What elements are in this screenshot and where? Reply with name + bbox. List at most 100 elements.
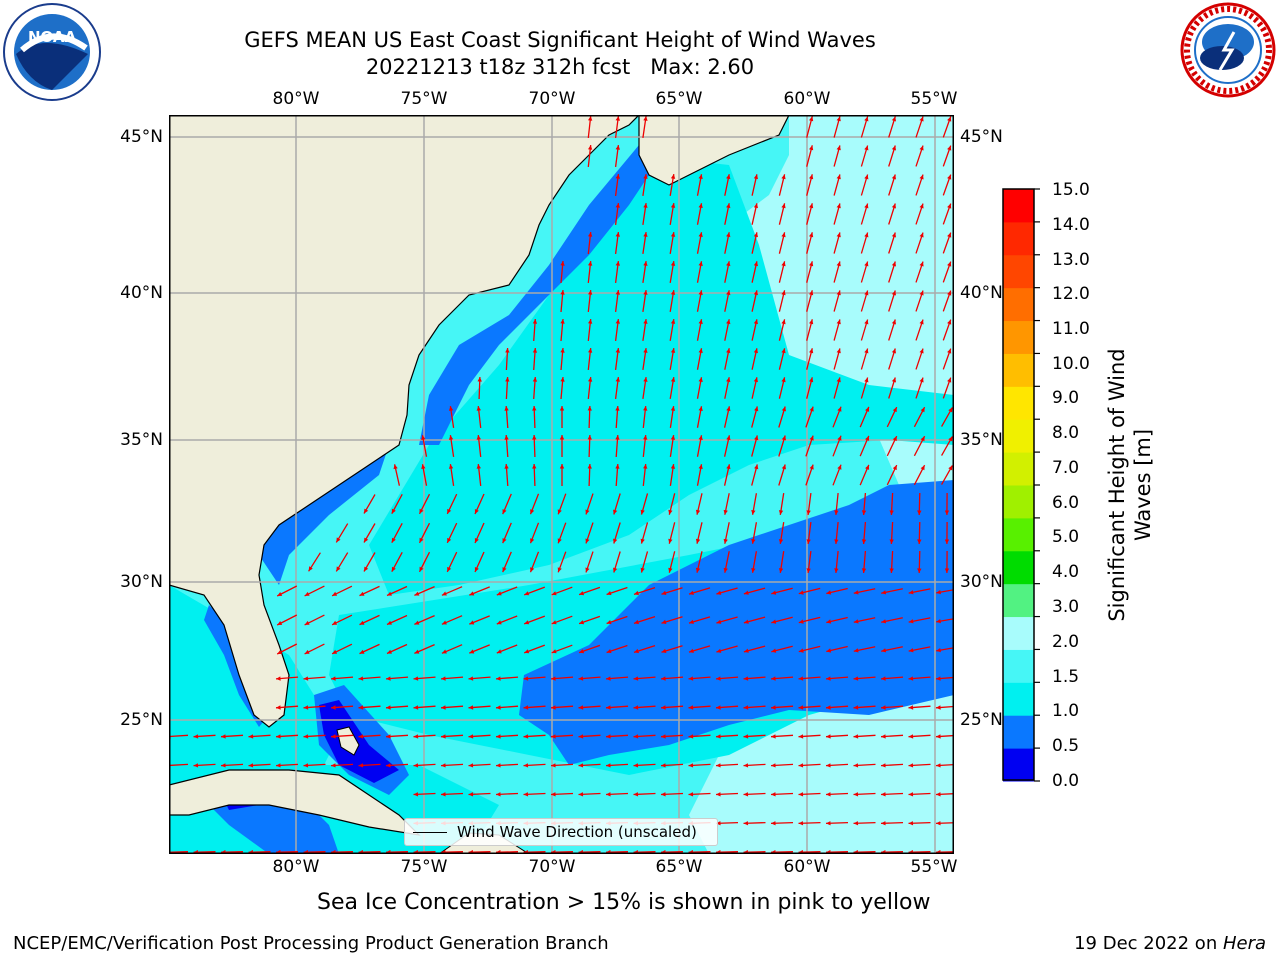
wave-direction-arrowhead [413,705,419,710]
wave-direction-arrowhead [936,590,941,595]
colorbar-tick-0.5: 0.5 [1052,736,1080,756]
wave-direction-arrowhead [743,763,749,768]
colorbar-band [1003,287,1034,322]
wave-direction-arrowhead [753,348,758,354]
wave-direction-arrowhead [560,261,565,266]
chart-title-line2: 20221213 t18z 312h fcst Max: 2.60 [365,55,755,79]
wave-direction-arrowhead [468,676,474,681]
wave-direction-arrowhead [698,290,703,295]
wave-direction-arrowhead [551,705,556,710]
wave-direction-arrowhead [414,620,420,625]
wave-direction-arrowhead [276,676,281,681]
nws-logo [1178,2,1278,98]
wave-direction-arrowhead [891,145,896,151]
lat-label-left-45n: 45°N [120,127,163,147]
wave-direction-arrowhead [778,539,784,544]
wave-zone-0.5-1m-coast-north [419,145,649,445]
wave-direction-arrowhead [695,538,701,544]
wave-direction-arrowhead [530,567,535,573]
lon-label-bottom-65w: 65°W [655,857,703,877]
map-legend: Wind Wave Direction (unscaled) [404,818,718,846]
wave-direction-arrowhead [643,319,648,324]
wave-direction-arrowhead [726,290,731,296]
colorbar-tick-0: 0.0 [1052,771,1080,791]
footer-producer: NCEP/EMC/Verification Post Processing Pr… [13,933,609,954]
wave-direction-arrowhead [881,648,887,653]
wave-direction-arrowhead [781,348,786,354]
wave-direction-arrowhead [448,435,454,440]
wave-direction-arrowhead [743,734,749,739]
wave-direction-arrowhead [358,734,364,739]
wave-direction-arrowhead [723,567,728,573]
wave-direction-arrowhead [771,619,777,624]
wave-direction-arrowhead [551,676,556,681]
wave-direction-arrowhead [809,261,814,267]
wave-direction-arrowhead [716,705,721,710]
lat-label-left-25n: 25°N [120,710,163,730]
wave-direction-arrowhead [947,290,952,296]
wave-direction-arrowhead [643,290,648,295]
wave-direction-arrowhead [331,676,336,681]
wave-direction-arrowhead [865,464,870,470]
colorbar-band [1003,320,1034,354]
wave-direction-arrowhead [502,509,507,515]
wave-direction-arrowhead [585,567,590,573]
wave-direction-arrowhead [864,377,869,383]
wave-direction-arrowhead [505,377,510,382]
wave-direction-arrowhead [771,676,776,681]
wave-direction-arrowhead [469,620,475,625]
wave-direction-arrowhead [881,792,886,797]
wave-direction-arrowhead [853,734,859,739]
colorbar-band [1003,748,1034,782]
wave-direction-arrowhead [643,348,648,353]
wave-direction-arrowhead [947,116,952,122]
wave-direction-arrowhead [864,290,869,296]
wave-direction-arrowhead [668,567,673,573]
wave-direction-arrowhead [585,509,590,515]
wave-direction-arrowhead [753,174,758,180]
wave-direction-arrowhead [908,676,914,681]
lon-label-bottom-75w: 75°W [400,857,448,877]
colorbar-tick-10: 10.0 [1052,354,1090,374]
wave-direction-arrowhead [332,591,338,596]
wave-direction-arrowhead [387,591,392,596]
wave-direction-arrowhead [615,348,620,353]
wave-direction-arrowhead [947,319,952,325]
wave-direction-arrowhead [836,116,841,122]
wave-direction-arrowhead [806,510,811,515]
wave-direction-arrowhead [523,763,529,768]
wave-direction-arrowhead [753,319,758,325]
wave-direction-arrowhead [743,792,749,797]
wave-direction-arrowhead [587,435,592,440]
wave-direction-arrowhead [834,568,839,573]
wave-direction-arrowhead [920,465,925,471]
wave-direction-arrowhead [496,649,502,654]
wave-direction-arrowhead [523,705,529,710]
lon-label-top-65w: 65°W [655,89,703,109]
wave-direction-arrowhead [826,705,831,710]
wave-direction-arrowhead [496,763,501,768]
wave-direction-arrowhead [587,406,592,411]
colorbar-tick-1: 1.0 [1052,701,1080,721]
wave-direction-arrowhead [523,792,529,797]
lat-label-right-30n: 30°N [960,572,1003,592]
wave-direction-arrowhead [908,734,914,739]
wave-direction-arrowhead [441,649,447,654]
wave-direction-arrowhead [633,734,639,739]
wave-direction-arrowhead [919,203,924,209]
wave-direction-arrowhead [557,567,562,573]
wave-direction-arrowhead [613,567,618,573]
wave-direction-arrowhead [413,676,419,681]
wave-direction-arrowhead [944,539,950,544]
wave-direction-arrowhead [864,203,869,209]
wave-direction-arrowhead [276,763,281,768]
wave-direction-arrowhead [726,203,731,209]
wave-direction-arrowhead [447,508,452,514]
wave-direction-arrowhead [853,792,859,797]
land-cuba [169,769,421,836]
wave-direction-arrowhead [530,509,535,515]
wave-direction-arrowhead [836,261,841,267]
wave-direction-arrowhead [304,649,310,654]
wave-direction-arrowhead [919,261,924,267]
wave-direction-arrowhead [393,464,398,470]
